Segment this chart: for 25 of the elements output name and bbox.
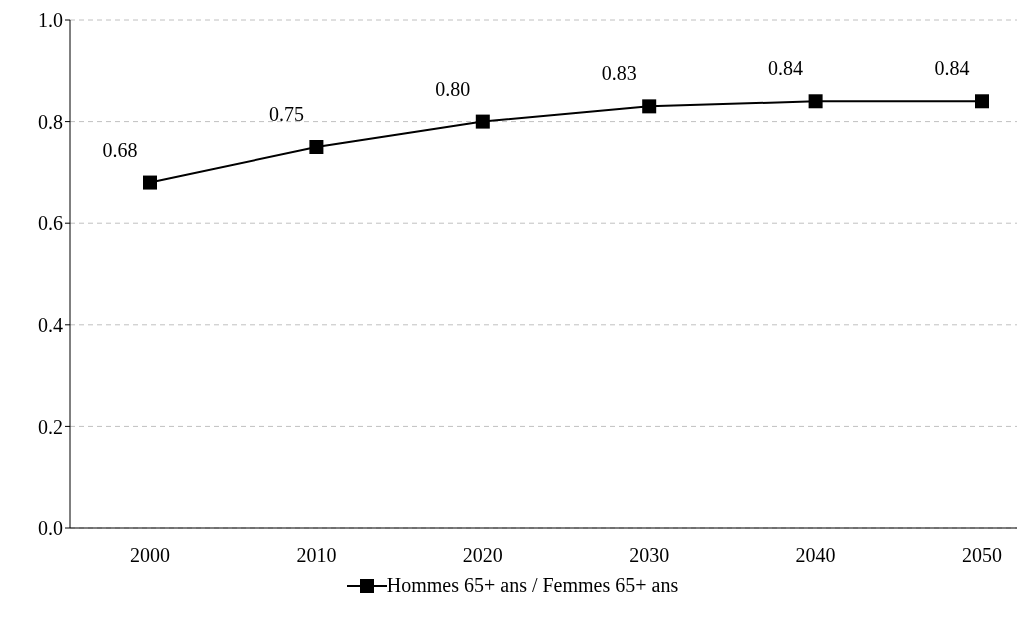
y-tick-label: 0.6 bbox=[38, 212, 63, 235]
y-tick-label: 0.0 bbox=[38, 517, 63, 540]
x-tick-label: 2050 bbox=[962, 544, 1002, 567]
data-label: 0.68 bbox=[102, 138, 138, 161]
data-label: 0.75 bbox=[268, 103, 304, 125]
x-tick-label: 2040 bbox=[795, 544, 836, 567]
data-label: 0.80 bbox=[435, 77, 471, 100]
point bbox=[975, 94, 989, 109]
legend-label: Hommes 65+ ans / Femmes 65+ ans bbox=[386, 574, 679, 597]
y-tick-label: 0.4 bbox=[38, 313, 63, 336]
x-tick-label: 2020 bbox=[462, 544, 503, 567]
data-label: 0.83 bbox=[601, 62, 637, 85]
point bbox=[475, 114, 490, 129]
point bbox=[309, 140, 324, 154]
point bbox=[642, 99, 657, 114]
data-label: 0.84 bbox=[934, 57, 970, 80]
point bbox=[808, 94, 823, 109]
y-tick-label: 0.2 bbox=[38, 415, 63, 438]
y-tick-label: 1.0 bbox=[38, 9, 63, 32]
data-label: 0.84 bbox=[768, 57, 804, 80]
x-tick-label: 2010 bbox=[296, 544, 337, 567]
x-tick-label: 2000 bbox=[130, 544, 170, 567]
y-tick-label: 0.8 bbox=[38, 110, 63, 133]
x-tick-label: 2030 bbox=[629, 544, 670, 567]
point bbox=[143, 175, 157, 190]
